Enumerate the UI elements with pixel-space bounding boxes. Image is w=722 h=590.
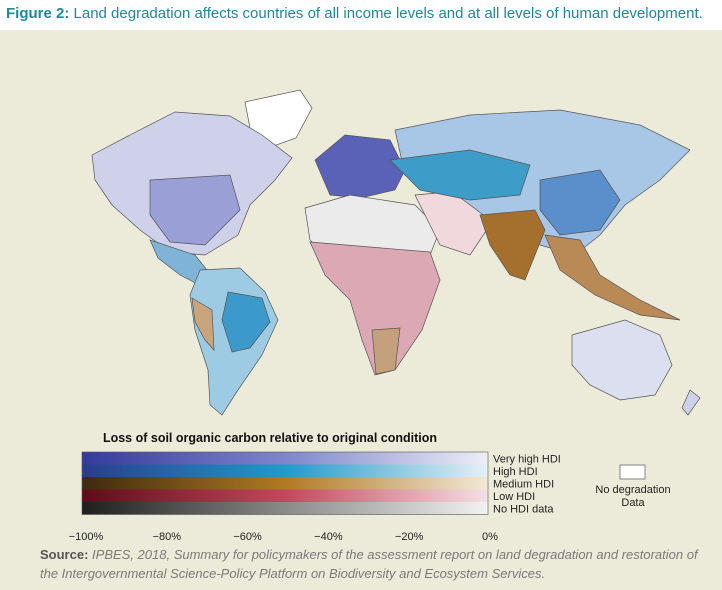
legend-row-label: No HDI data (493, 503, 554, 515)
legend-row-label: Very high HDI (493, 453, 561, 465)
source-text: IPBES, 2018, Summary for policymakers of… (40, 547, 698, 581)
legend-tick-label: −60% (233, 531, 262, 543)
europe (314, 134, 406, 199)
legend-tick-label: −20% (395, 531, 424, 543)
no-degradation-label: Data (621, 497, 645, 509)
legend-tick-label: −40% (314, 531, 343, 543)
legend-bar (82, 489, 488, 502)
north-america-east (149, 174, 241, 246)
australia (571, 319, 673, 401)
legend: Loss of soil organic carbon relative to … (69, 431, 671, 543)
no-degradation-label: No degradation (595, 484, 670, 496)
legend-tick-label: −80% (153, 531, 182, 543)
south-america-east (221, 291, 271, 353)
map: Loss of soil organic carbon relative to … (69, 89, 701, 543)
legend-bar (82, 502, 488, 515)
legend-row-label: Low HDI (493, 491, 535, 503)
africa-south (309, 241, 441, 376)
source: Source: IPBES, 2018, Summary for policym… (40, 545, 700, 583)
legend-row-label: Medium HDI (493, 478, 554, 490)
legend-frame (81, 451, 489, 515)
new-zealand (681, 389, 701, 416)
legend-tick-label: 0% (482, 531, 498, 543)
title-text: Land degradation affects countries of al… (73, 5, 703, 22)
south-america-west (191, 297, 215, 351)
legend-title: Loss of soil organic carbon relative to … (103, 431, 437, 445)
world-map (91, 89, 701, 416)
figure-title: Figure 2: Land degradation affects count… (6, 5, 703, 22)
figure-label: Figure 2: (6, 5, 70, 22)
india (479, 209, 546, 281)
legend-bar (82, 477, 488, 490)
southern-africa (371, 327, 401, 375)
legend-bar (82, 464, 488, 477)
no-degradation-swatch (619, 464, 646, 480)
central-asia (389, 149, 531, 201)
southeast-asia (544, 234, 681, 321)
legend-tick-label: −100% (69, 531, 104, 543)
legend-row-label: High HDI (493, 466, 538, 478)
east-asia (539, 169, 621, 236)
source-label: Source: (40, 547, 89, 562)
legend-bar (82, 452, 488, 465)
